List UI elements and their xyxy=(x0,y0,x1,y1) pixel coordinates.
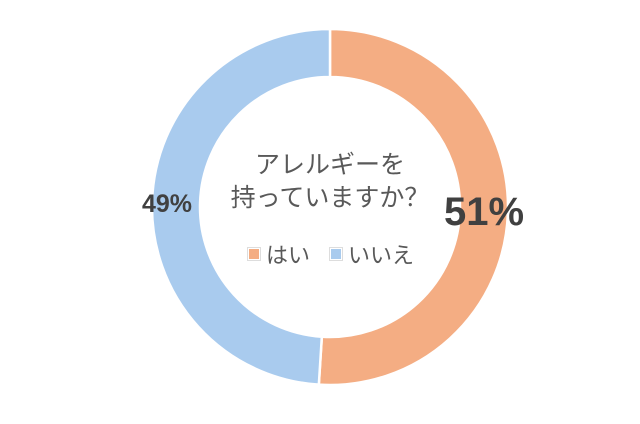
chart-title: アレルギーを 持っていますか？ xyxy=(230,148,430,214)
legend-marker-iie xyxy=(329,247,344,261)
legend-marker-hai xyxy=(247,247,261,261)
donut-slice-iie xyxy=(150,27,332,386)
legend-item-iie: いいえ xyxy=(329,238,415,270)
legend-label-hai: はい xyxy=(266,244,311,269)
legend-label-iie: いいえ xyxy=(348,244,415,269)
chart-title-line-2: 持っていますか？ xyxy=(230,183,430,212)
data-label-hai: 51% xyxy=(444,190,525,234)
legend: はい いいえ xyxy=(247,238,434,270)
data-label-iie: 49% xyxy=(142,190,193,218)
chart-title-line-1: アレルギーを xyxy=(254,150,405,179)
donut-slice-hai xyxy=(317,27,510,387)
legend-item-hai: はい xyxy=(247,238,311,270)
